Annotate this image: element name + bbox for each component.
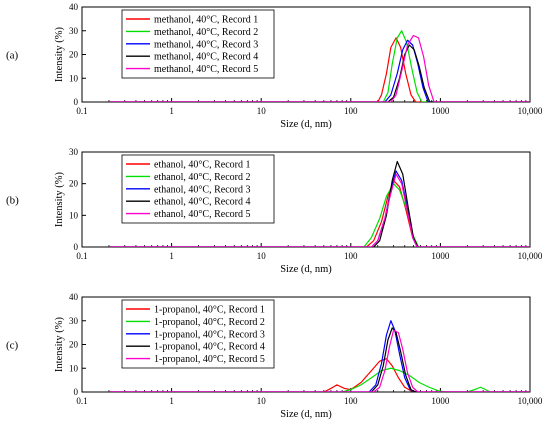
series-line-4 xyxy=(108,160,530,247)
legend-label: 1-propanol, 40°C, Record 3 xyxy=(154,329,265,340)
y-tick-label: 10 xyxy=(69,363,79,373)
y-tick-label: 40 xyxy=(69,292,79,302)
x-tick-label: 1000 xyxy=(431,251,450,261)
series-line-4 xyxy=(108,44,530,102)
series-line-3 xyxy=(108,39,530,102)
x-tick-label: 0.1 xyxy=(76,106,87,116)
y-tick-label: 20 xyxy=(69,50,79,60)
legend-label: 1-propanol, 40°C, Record 2 xyxy=(154,317,265,328)
y-tick-label: 0 xyxy=(74,242,79,252)
y-tick-label: 20 xyxy=(69,179,79,189)
y-tick-label: 30 xyxy=(69,26,79,36)
y-tick-label: 20 xyxy=(69,340,79,350)
y-tick-label: 40 xyxy=(69,2,79,12)
panel-label: (b) xyxy=(6,195,19,207)
x-tick-label: 10,000 xyxy=(518,251,543,261)
y-tick-label: 30 xyxy=(69,147,79,157)
x-tick-label: 1000 xyxy=(431,396,450,406)
chart-panel-b: 0 10 20 30 0.1 1 10 100 1000 10,000 Size (d, nm) In… xyxy=(6,147,543,275)
x-tick-label: 10 xyxy=(257,396,267,406)
x-tick-label: 1000 xyxy=(431,106,450,116)
legend-label: 1-propanol, 40°C, Record 1 xyxy=(154,305,265,316)
y-tick-label: 0 xyxy=(74,97,79,107)
series-line-2 xyxy=(108,30,530,102)
legend-label: methanol, 40°C, Record 1 xyxy=(154,15,258,26)
x-tick-label: 100 xyxy=(344,251,358,261)
x-axis-title: Size (d, nm) xyxy=(280,264,332,275)
y-tick-label: 30 xyxy=(69,316,79,326)
panel-label: (c) xyxy=(6,340,19,352)
legend-label: ethanol, 40°C, Record 5 xyxy=(154,209,250,220)
x-tick-label: 1 xyxy=(169,106,174,116)
y-tick-label: 0 xyxy=(74,387,79,397)
x-tick-label: 10,000 xyxy=(518,106,543,116)
chart-panel-a: 0 10 20 30 40 0.1 1 10 100 1000 10,000 Size (d, nm)… xyxy=(6,2,543,130)
series-line-1 xyxy=(108,37,530,102)
legend-label: ethanol, 40°C, Record 1 xyxy=(154,160,250,171)
series-line-5 xyxy=(108,173,530,247)
x-tick-label: 10,000 xyxy=(518,396,543,406)
y-tick-label: 10 xyxy=(69,73,79,83)
x-tick-label: 1 xyxy=(169,251,174,261)
series-line-2 xyxy=(108,367,530,392)
legend-label: methanol, 40°C, Record 4 xyxy=(154,52,258,63)
x-tick-label: 1 xyxy=(169,396,174,406)
legend-label: 1-propanol, 40°C, Record 4 xyxy=(154,342,265,353)
chart-panel-c: 0 10 20 30 40 0.1 1 10 100 1000 10,000 Size (d, nm)… xyxy=(6,292,543,420)
legend-label: ethanol, 40°C, Record 4 xyxy=(154,197,250,208)
y-tick-label: 10 xyxy=(69,210,79,220)
x-tick-label: 0.1 xyxy=(76,251,87,261)
y-axis-title: Intensity (%) xyxy=(54,26,65,82)
x-tick-label: 100 xyxy=(344,106,358,116)
x-axis-title: Size (d, nm) xyxy=(280,119,332,130)
legend-label: 1-propanol, 40°C, Record 5 xyxy=(154,354,265,365)
series-line-1 xyxy=(108,358,530,392)
legend-label: ethanol, 40°C, Record 2 xyxy=(154,172,250,183)
x-tick-label: 10 xyxy=(257,251,267,261)
legend-label: methanol, 40°C, Record 5 xyxy=(154,64,258,75)
legend: 1-propanol, 40°C, Record 11-propanol, 40… xyxy=(121,299,275,369)
legend-label: methanol, 40°C, Record 2 xyxy=(154,27,258,38)
x-axis-title: Size (d, nm) xyxy=(280,409,332,420)
x-tick-label: 10 xyxy=(257,106,267,116)
y-axis-title: Intensity (%) xyxy=(54,171,65,227)
panel-label: (a) xyxy=(6,50,19,62)
series-line-5 xyxy=(108,329,530,392)
y-axis-title: Intensity (%) xyxy=(54,316,65,372)
legend-label: ethanol, 40°C, Record 3 xyxy=(154,184,250,195)
series-line-5 xyxy=(108,34,530,102)
x-tick-label: 0.1 xyxy=(76,396,87,406)
x-tick-label: 100 xyxy=(344,396,358,406)
legend-label: methanol, 40°C, Record 3 xyxy=(154,39,258,50)
